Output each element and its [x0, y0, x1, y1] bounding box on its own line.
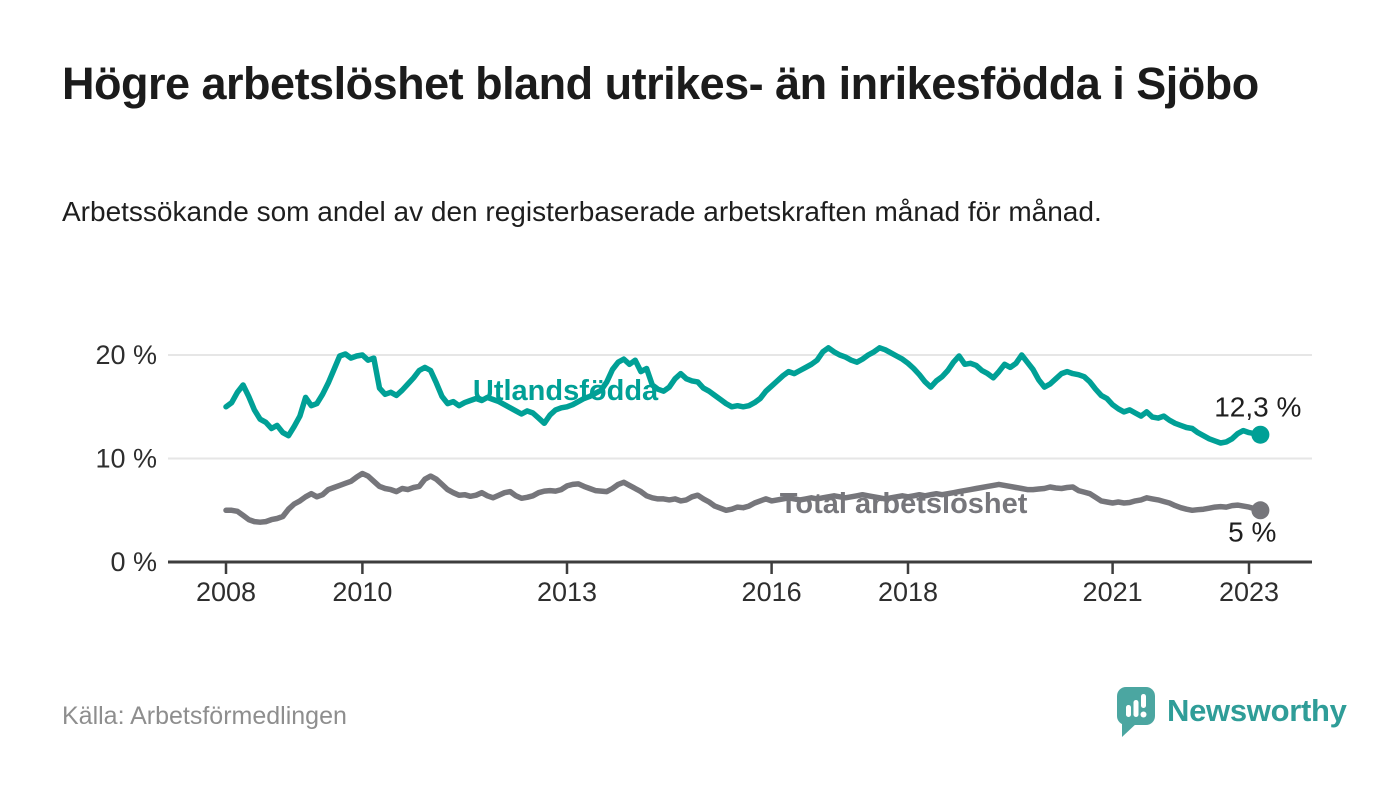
chart-subtitle: Arbetssökande som andel av den registerb… — [62, 196, 1102, 227]
x-tick-label: 2010 — [332, 577, 392, 607]
x-tick-label: 2021 — [1083, 577, 1143, 607]
series-line-total — [223, 470, 1264, 525]
end-value-label-total: 5 % — [1228, 516, 1276, 547]
y-tick-label: 10 % — [95, 444, 157, 474]
series-label-total: Total arbetslöshet — [780, 488, 1028, 520]
series-end-dot-utlandsfodda — [1251, 425, 1270, 444]
x-tick-label: 2018 — [878, 577, 938, 607]
y-tick-label: 0 % — [110, 547, 157, 577]
x-tick-label: 2008 — [196, 577, 256, 607]
x-tick-label: 2023 — [1219, 577, 1279, 607]
source-note: Källa: Arbetsförmedlingen — [62, 702, 347, 730]
newsworthy-wordmark: Newsworthy — [1167, 693, 1347, 728]
y-tick-label: 20 % — [95, 340, 157, 370]
page-title: Högre arbetslöshet bland utrikes- än inr… — [62, 58, 1259, 109]
newsworthy-logo: Newsworthy — [1115, 684, 1347, 738]
newsworthy-bubble-bar-chart-icon — [1117, 687, 1155, 737]
series-end-dot-total — [1251, 501, 1270, 520]
end-value-label-utlandsfodda: 12,3 % — [1214, 392, 1301, 423]
x-tick-label: 2016 — [742, 577, 802, 607]
series-label-utlandsfodda: Utlandsfödda — [473, 375, 659, 407]
x-tick-label: 2013 — [537, 577, 597, 607]
series-line-utlandsfodda — [223, 345, 1264, 446]
